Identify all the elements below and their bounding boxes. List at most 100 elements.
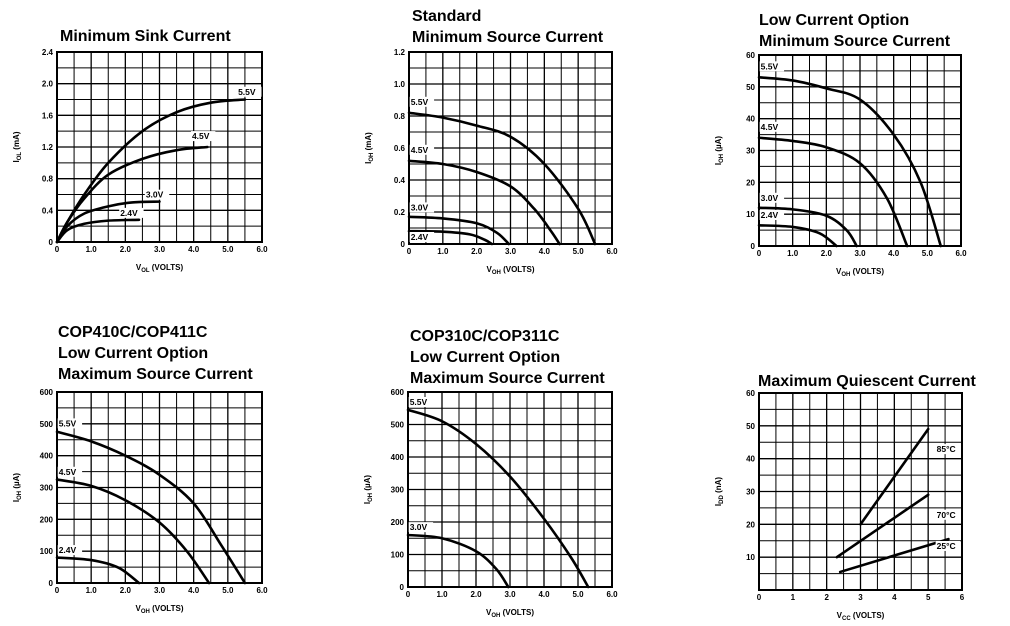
y-tick-label: 0 — [401, 240, 406, 249]
y-axis-label: IOH (µA) — [363, 475, 374, 505]
series-label-background — [119, 207, 144, 218]
y-tick-label: 10 — [746, 553, 755, 562]
series-label-background — [408, 397, 434, 407]
chart-title: Minimum Sink Current — [60, 26, 231, 47]
grid — [758, 393, 962, 591]
x-tick-label: 3.0 — [504, 590, 516, 599]
series-label-background — [759, 121, 785, 132]
x-tick-label: 3.0 — [854, 249, 866, 258]
y-axis-label: IDD (nA) — [714, 477, 725, 506]
y-tick-label: 100 — [40, 547, 54, 556]
chart-title: Maximum Quiescent Current — [758, 371, 976, 392]
series-label-background — [57, 466, 83, 477]
plot-frame — [56, 391, 263, 584]
series-label-background — [759, 209, 785, 220]
series-label: 3.0V — [761, 193, 779, 203]
x-tick-label: 4 — [892, 593, 897, 602]
x-axis-label: VCC (VOLTS) — [837, 611, 885, 622]
x-tick-label: 5.0 — [222, 245, 234, 254]
y-tick-label: 500 — [391, 421, 405, 430]
x-tick-label: 6.0 — [606, 247, 618, 256]
series-label-background — [409, 232, 435, 242]
chart-title-line: Low Current Option — [58, 345, 209, 362]
x-tick-label: 4.0 — [188, 586, 200, 595]
x-axis-label: VOH (VOLTS) — [136, 604, 184, 615]
series-line — [757, 206, 858, 248]
series-line — [838, 537, 950, 574]
x-axis-label: VOH (VOLTS) — [487, 265, 535, 276]
y-tick-label: 50 — [746, 83, 755, 92]
x-tick-label: 0 — [407, 247, 412, 256]
series-line — [407, 111, 597, 246]
series-label: 4.5V — [59, 467, 77, 477]
series-label: 5.5V — [411, 97, 429, 107]
x-tick-label: 0 — [55, 245, 60, 254]
x-tick-label: 4.0 — [538, 590, 550, 599]
series-label-background — [237, 86, 262, 97]
series-label-background — [409, 202, 435, 213]
x-tick-label: 0 — [757, 593, 762, 602]
y-tick-label: 0 — [400, 583, 405, 592]
chart-title-line: Maximum Quiescent Current — [758, 373, 976, 390]
y-tick-label: 1.6 — [42, 111, 54, 120]
series-line — [406, 533, 510, 589]
series-label-background — [935, 540, 961, 551]
x-tick-label: 3.0 — [154, 245, 166, 254]
y-tick-label: 2.0 — [42, 80, 54, 89]
chart-title-line: Minimum Source Current — [759, 33, 951, 50]
x-tick-label: 5.0 — [573, 247, 585, 256]
chart-title-line: COP410C/COP411C — [58, 324, 208, 341]
x-tick-label: 0 — [55, 586, 60, 595]
y-tick-label: 1.2 — [42, 143, 54, 152]
series-label-background — [935, 509, 961, 520]
x-tick-label: 1.0 — [86, 245, 98, 254]
x-tick-label: 1.0 — [436, 590, 448, 599]
x-tick-label: 5 — [926, 593, 931, 602]
y-tick-label: 50 — [746, 422, 755, 431]
x-tick-label: 1 — [791, 593, 796, 602]
x-tick-label: 2 — [824, 593, 829, 602]
y-tick-label: 30 — [746, 147, 755, 156]
series-label: 2.4V — [761, 210, 779, 220]
series-line — [757, 224, 838, 248]
series-label: 3.0V — [410, 522, 428, 532]
series-label: 3.0V — [411, 202, 429, 212]
y-tick-label: 0 — [49, 579, 54, 588]
series-label-background — [144, 189, 170, 200]
y-tick-label: 200 — [391, 518, 405, 527]
y-tick-label: 0.4 — [394, 176, 406, 185]
x-tick-label: 3.0 — [505, 247, 517, 256]
x-tick-label: 2.0 — [470, 590, 482, 599]
chart-title-line: Low Current Option — [759, 12, 910, 29]
series-line — [407, 229, 494, 246]
x-tick-label: 6.0 — [606, 590, 618, 599]
series-label: 2.4V — [120, 208, 138, 218]
y-tick-label: 40 — [746, 115, 755, 124]
x-tick-label: 2.0 — [120, 245, 132, 254]
series-line — [55, 556, 141, 585]
y-tick-label: 500 — [40, 420, 54, 429]
y-axis-label: IOH (µA) — [714, 136, 725, 166]
series-label-background — [759, 61, 785, 72]
series-label: 2.4V — [59, 545, 77, 555]
y-tick-label: 1.2 — [394, 48, 406, 57]
y-axis-label: IOH (µA) — [12, 473, 23, 503]
series-line — [55, 478, 211, 585]
plot-frame — [407, 391, 613, 588]
y-tick-label: 20 — [746, 520, 755, 529]
series-line — [757, 136, 909, 248]
chart-title: Standard Minimum Source Current — [412, 6, 603, 48]
series-label-background — [409, 144, 435, 155]
chart-title-line: COP310C/COP311C — [410, 328, 560, 345]
series-label-background — [57, 545, 83, 556]
series-label-background — [935, 444, 961, 455]
x-tick-label: 4.0 — [188, 245, 200, 254]
series-label: 5.5V — [238, 87, 256, 97]
series-label: 4.5V — [411, 145, 429, 155]
series-line — [55, 218, 141, 244]
y-axis-label: IOL (mA) — [12, 131, 23, 162]
y-tick-label: 10 — [746, 210, 755, 219]
